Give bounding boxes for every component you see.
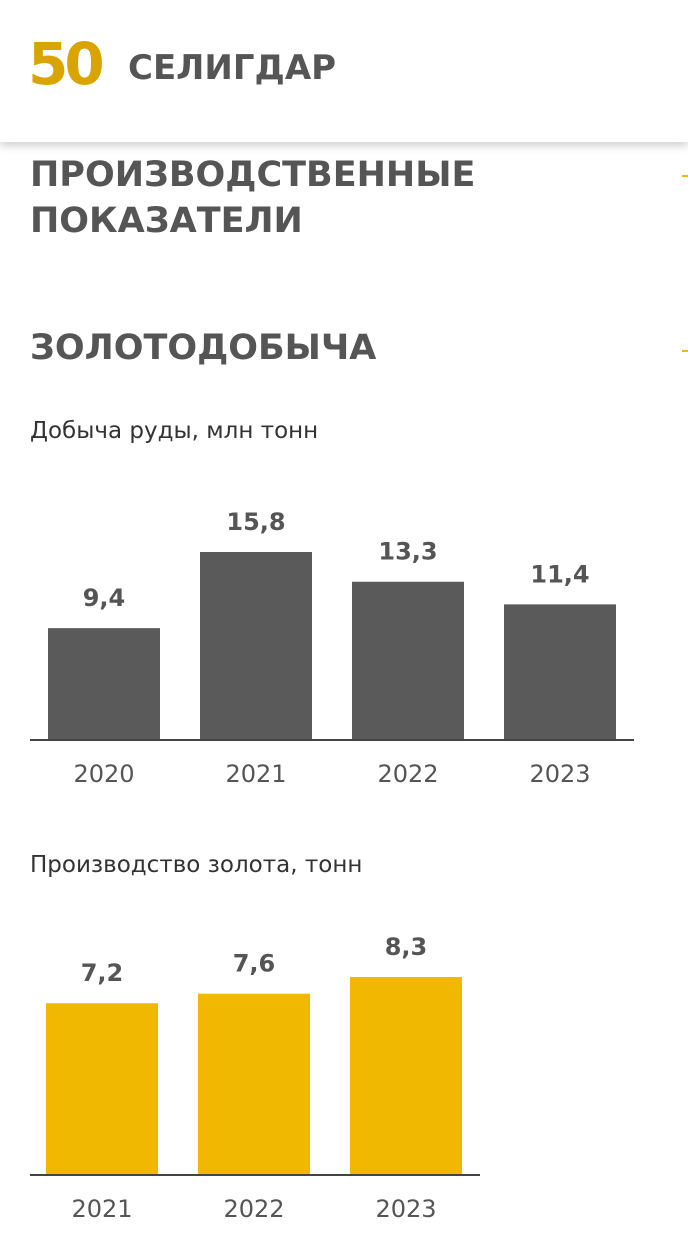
bar — [504, 604, 616, 740]
value-label: 7,2 — [81, 959, 124, 987]
chart: 9,4 2020 15,8 2021 13,3 2022 11,4 2023 — [30, 508, 634, 788]
logo[interactable]: 50 — [28, 30, 105, 98]
bar — [350, 977, 462, 1175]
chart-title: Производство золота, тонн — [30, 852, 363, 878]
x-tick-label: 2023 — [529, 760, 590, 788]
x-tick-label: 2021 — [225, 760, 286, 788]
bar — [48, 628, 160, 740]
accent — [682, 175, 688, 177]
page-title: ПРОИЗВОДСТВЕННЫЕ ПОКАЗАТЕЛИ — [30, 155, 476, 241]
bar — [352, 581, 464, 740]
value-label: 13,3 — [378, 538, 437, 566]
x-tick-label: 2022 — [377, 760, 438, 788]
section-title: ЗОЛОТОДОБЫЧА — [30, 328, 377, 368]
bar — [198, 993, 310, 1175]
value-label: 11,4 — [530, 560, 589, 588]
header: 50 СЕЛИГДАР — [0, 0, 688, 142]
brand[interactable]: СЕЛИГДАР — [128, 48, 337, 88]
x-tick-label: 2023 — [375, 1195, 436, 1223]
bar — [46, 1003, 158, 1175]
x-tick-label: 2021 — [71, 1195, 132, 1223]
chart: 7,2 2021 7,6 2022 8,3 2023 — [30, 933, 480, 1223]
x-tick-label: 2020 — [73, 760, 134, 788]
accent — [682, 350, 688, 352]
chart-title: Добыча руды, млн тонн — [30, 418, 319, 444]
value-label: 9,4 — [83, 584, 126, 612]
x-tick-label: 2022 — [223, 1195, 284, 1223]
value-label: 8,3 — [385, 933, 428, 961]
bar — [200, 552, 312, 740]
value-label: 7,6 — [233, 950, 276, 978]
value-label: 15,8 — [226, 508, 285, 536]
